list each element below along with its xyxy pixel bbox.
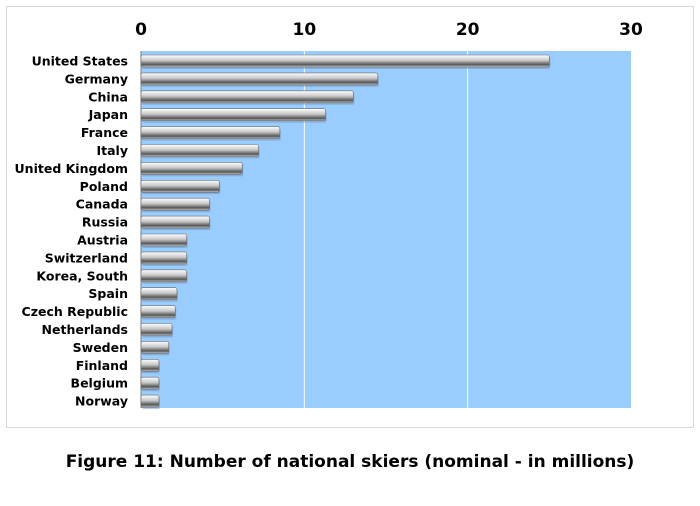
- category-label: China: [88, 89, 128, 104]
- category-label: Belgium: [71, 376, 128, 391]
- category-label: Finland: [76, 358, 128, 373]
- category-label: Japan: [88, 107, 128, 122]
- x-axis-ticks: 0 10 20 30: [135, 20, 643, 40]
- x-tick-label: 10: [292, 20, 316, 40]
- category-label: Austria: [77, 233, 128, 248]
- category-label: Norway: [75, 394, 128, 409]
- category-label: Italy: [97, 143, 129, 158]
- bar-italy: [140, 144, 259, 157]
- category-label: Korea, South: [36, 268, 128, 283]
- category-label: France: [81, 125, 128, 140]
- bar-united-states: [140, 54, 550, 68]
- national-skiers-chart: 0 10 20 30 United States Germany China Japan Fr…: [15, 20, 643, 410]
- bar-netherlands: [140, 323, 173, 336]
- bar-austria: [140, 233, 188, 247]
- bar-switzerland: [140, 251, 188, 265]
- category-label: Switzerland: [45, 250, 128, 265]
- bar-norway: [140, 394, 160, 408]
- category-label: Germany: [65, 71, 128, 86]
- category-label: Russia: [82, 215, 128, 230]
- category-label: Spain: [88, 286, 128, 301]
- y-axis-categories: United States Germany China Japan France Ital…: [15, 54, 128, 409]
- bar-finland: [140, 358, 160, 372]
- bar-poland: [140, 180, 220, 193]
- bar-belgium: [140, 376, 160, 390]
- bar-spain: [140, 287, 178, 301]
- bar-russia: [140, 215, 210, 229]
- bar-united-kingdom: [140, 162, 243, 175]
- bar-france: [140, 126, 281, 139]
- x-tick-label: 20: [456, 20, 480, 40]
- bar-china: [140, 90, 354, 104]
- bar-germany: [140, 72, 379, 86]
- bar-czech-republic: [140, 305, 176, 318]
- category-label: United Kingdom: [15, 161, 128, 176]
- category-label: United States: [32, 54, 128, 69]
- bar-sweden: [140, 341, 170, 354]
- bar-japan: [140, 108, 326, 121]
- x-tick-label: 30: [619, 20, 643, 40]
- category-label: Canada: [76, 197, 128, 212]
- category-label: Poland: [80, 179, 128, 194]
- category-label: Netherlands: [42, 322, 128, 337]
- category-label: Sweden: [73, 340, 128, 355]
- x-tick-label: 0: [135, 20, 147, 40]
- figure-caption: Figure 11: Number of national skiers (no…: [65, 452, 635, 472]
- bar-canada: [140, 197, 210, 211]
- bar-korea-south: [140, 269, 188, 283]
- bars: [140, 54, 551, 410]
- category-label: Czech Republic: [22, 304, 128, 319]
